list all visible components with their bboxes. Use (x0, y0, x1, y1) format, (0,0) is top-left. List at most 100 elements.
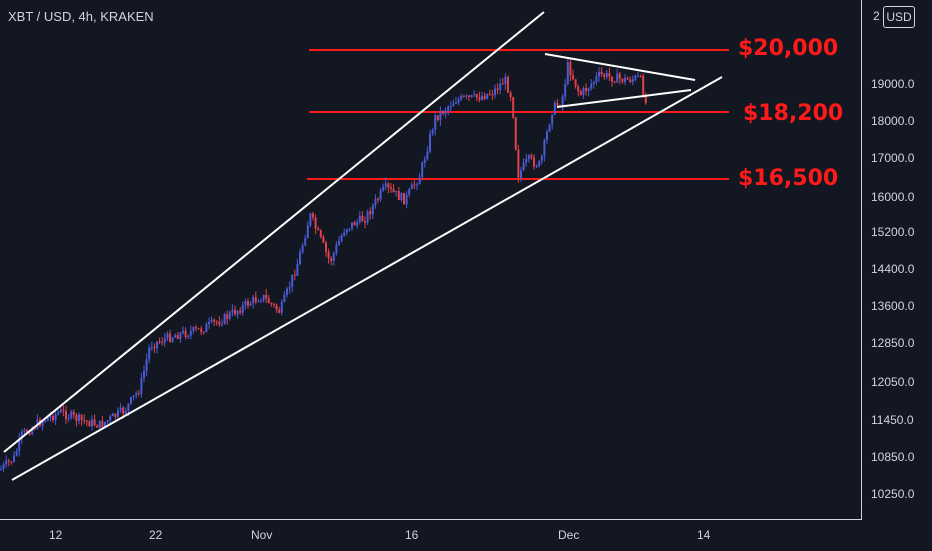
candle-body (226, 314, 229, 319)
candle-body (395, 191, 398, 193)
candle-body (553, 102, 556, 115)
candle-body (634, 75, 637, 80)
candle-body (280, 302, 283, 313)
candle-body (343, 232, 346, 236)
candle-body (317, 228, 320, 231)
time-tick-label: 16 (405, 528, 419, 542)
candle-body (252, 297, 255, 304)
price-tick-label: 12850.0 (871, 336, 915, 350)
candle-body (426, 151, 429, 160)
candle-body (556, 102, 559, 106)
trend-line[interactable] (544, 53, 696, 81)
trend-line[interactable] (556, 89, 692, 108)
level-label: $16,500 (738, 166, 839, 191)
candle-body (327, 251, 330, 259)
candle-body (397, 191, 400, 200)
candle-body (598, 71, 600, 77)
candle-body (356, 221, 359, 226)
candle-body (208, 321, 210, 325)
candle-body (150, 347, 153, 349)
candle-body (119, 407, 122, 411)
candle-body (486, 93, 489, 99)
candle-body (130, 397, 132, 404)
candle-body (296, 264, 299, 276)
candle-body (278, 309, 281, 313)
candle-body (585, 88, 587, 92)
candle-body (499, 83, 502, 90)
candle-body (309, 213, 312, 226)
price-tick-label: 10250.0 (871, 487, 915, 501)
candle-body (483, 95, 486, 99)
candle-body (291, 274, 294, 288)
candle-body (221, 323, 223, 325)
candle-body (491, 94, 494, 96)
currency-button[interactable]: USD (883, 6, 915, 28)
candle-body (577, 86, 580, 92)
candle-body (481, 95, 483, 100)
candle-body (192, 327, 195, 332)
candle-body (514, 117, 517, 150)
candle-body (202, 331, 205, 333)
candle-body (67, 417, 70, 420)
candle-body (122, 407, 125, 414)
candle-body (613, 81, 616, 83)
candle-body (642, 75, 645, 97)
candle-body (462, 95, 465, 97)
trend-line[interactable] (11, 76, 723, 481)
candle-body (169, 333, 171, 342)
trend-line[interactable] (3, 11, 545, 453)
candle-body (286, 288, 288, 295)
candle-body (366, 211, 369, 223)
candle-body (325, 242, 327, 252)
candle-body (361, 215, 364, 222)
candle-body (2, 464, 5, 470)
candle-body (444, 110, 447, 114)
candle-body (88, 421, 91, 427)
candle-body (603, 74, 606, 78)
candle-body (512, 97, 515, 118)
candle-body (283, 294, 286, 303)
candle-body (158, 341, 161, 343)
candle-body (75, 414, 78, 421)
price-tick-label: 15200.0 (871, 225, 915, 239)
candle-body (340, 235, 343, 242)
time-axis[interactable] (0, 519, 861, 551)
candle-body (166, 333, 169, 339)
candle-body (148, 347, 151, 360)
candle-body (335, 245, 338, 254)
candle-body (605, 73, 608, 78)
candle-body (579, 91, 582, 95)
candle-body (501, 83, 504, 85)
candle-body (618, 73, 621, 79)
candle-body (299, 252, 301, 265)
candle-body (595, 76, 598, 82)
candle-body (423, 159, 426, 163)
candle-body (98, 420, 101, 428)
price-axis[interactable] (861, 0, 932, 520)
candle-body (91, 419, 93, 427)
candle-body (543, 139, 546, 156)
candle-body (561, 96, 564, 107)
candle-body (111, 413, 114, 417)
candle-body (351, 222, 353, 229)
candle-body (522, 162, 525, 171)
candle-body (475, 94, 478, 98)
candle-body (447, 106, 450, 111)
candle-body (96, 425, 99, 428)
candle-body (582, 88, 585, 95)
candle-body (231, 309, 234, 313)
time-tick-label: Nov (251, 528, 273, 542)
candle-body (374, 199, 377, 206)
candle-body (319, 230, 322, 237)
candle-body (626, 77, 629, 80)
candle-body (13, 455, 15, 462)
candle-body (137, 392, 140, 394)
candle-body (135, 392, 138, 396)
price-tick-label: 10850.0 (871, 450, 915, 464)
candle-body (65, 411, 67, 420)
candle-body (200, 328, 203, 332)
candle-body (566, 62, 569, 84)
price-tick-label: 13600.0 (871, 299, 915, 313)
